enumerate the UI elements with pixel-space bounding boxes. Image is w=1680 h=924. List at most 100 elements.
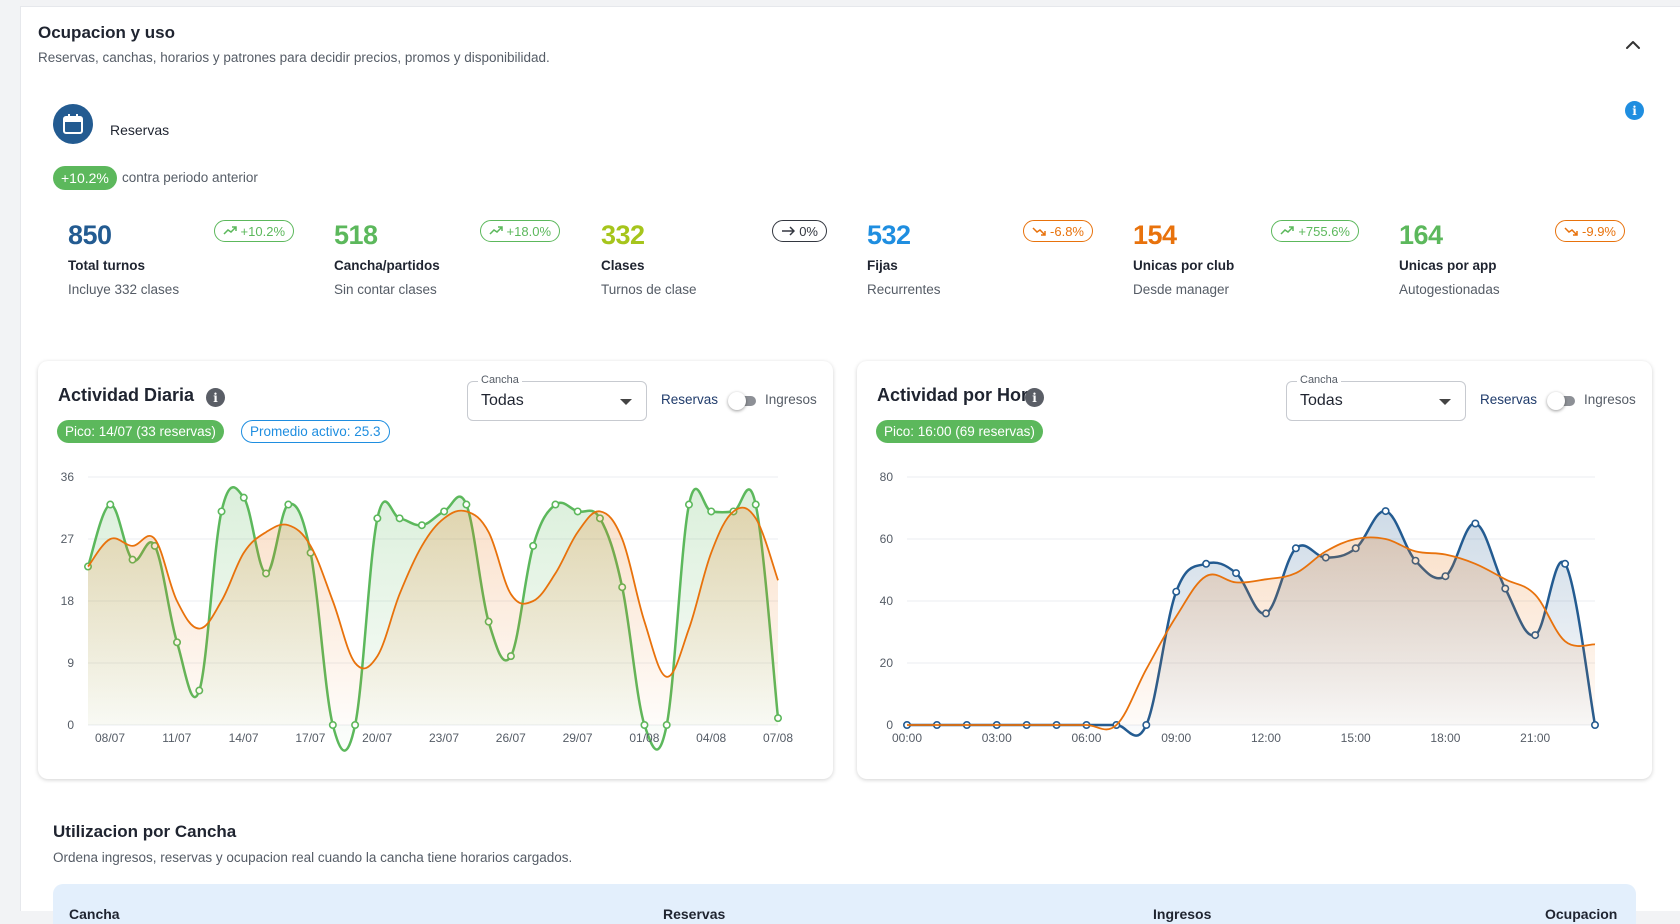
y-tick-label: 27: [61, 532, 75, 546]
y-tick-label: 20: [880, 656, 894, 670]
data-point: [1381, 507, 1390, 516]
kpi-change-badge: +755.6%: [1271, 220, 1359, 242]
utilization-table-header: Cancha Reservas Ingresos Ocupacion: [53, 884, 1636, 924]
y-tick-label: 40: [880, 594, 894, 608]
kpi-change-value: -9.9%: [1582, 223, 1616, 239]
kpi-sublabel: Desde manager: [1133, 282, 1230, 297]
chevron-up-icon[interactable]: [1623, 35, 1643, 55]
data-point: [707, 507, 716, 516]
kpi-value: 164: [1399, 220, 1443, 250]
trend-up-icon: [223, 226, 237, 236]
hourly-toggle-ingresos[interactable]: Ingresos: [1584, 392, 1636, 407]
kpi-change-badge: +10.2%: [213, 220, 294, 242]
y-tick-label: 0: [886, 718, 893, 732]
trend-down-icon: [1564, 226, 1578, 236]
x-tick-label: 21:00: [1520, 731, 1550, 745]
data-point: [395, 514, 404, 523]
daily-info-icon[interactable]: i: [206, 388, 225, 407]
x-tick-label: 08/07: [95, 731, 125, 745]
daily-toggle-reservas[interactable]: Reservas: [661, 392, 719, 407]
kpi-label: Unicas por app: [1399, 258, 1497, 273]
kpi-card: 532 -6.8% Fijas Recurrentes: [867, 212, 1093, 297]
data-point: [217, 507, 226, 516]
kpi-card: 332 0% Clases Turnos de clase: [601, 212, 827, 297]
x-tick-label: 18:00: [1430, 731, 1460, 745]
occupancy-panel: Ocupacion y uso Reservas, canchas, horar…: [20, 6, 1680, 924]
chevron-down-icon: [1439, 399, 1451, 405]
y-tick-label: 80: [880, 470, 894, 484]
daily-toggle-ingresos[interactable]: Ingresos: [765, 392, 817, 407]
reservas-delta-badge: +10.2%: [53, 166, 117, 190]
x-tick-label: 11/07: [162, 731, 191, 745]
kpi-label: Clases: [601, 258, 645, 273]
column-header-ocupacion[interactable]: Ocupacion: [1545, 906, 1618, 922]
data-point: [440, 507, 449, 516]
section-subtitle: Reservas, canchas, horarios y patrones p…: [38, 50, 550, 65]
daily-cancha-select[interactable]: Cancha Todas: [467, 374, 647, 421]
hourly-select-value: Todas: [1300, 392, 1343, 409]
kpi-value: 532: [867, 220, 911, 250]
x-tick-label: 06:00: [1071, 731, 1101, 745]
y-tick-label: 18: [61, 594, 75, 608]
daily-toggle-switch[interactable]: [728, 392, 756, 410]
data-point: [684, 500, 693, 509]
hourly-activity-title: Actividad por Hora: [877, 385, 1039, 405]
column-header-ingresos[interactable]: Ingresos: [1153, 906, 1212, 922]
info-icon[interactable]: i: [1625, 101, 1644, 120]
data-point: [373, 514, 382, 523]
y-tick-label: 0: [67, 718, 74, 732]
x-tick-label: 14/07: [229, 731, 259, 745]
kpi-change-badge: -9.9%: [1555, 220, 1625, 242]
kpi-value: 154: [1133, 220, 1177, 250]
x-tick-label: 07/08: [763, 731, 793, 745]
series-line: [907, 536, 1596, 731]
kpi-label: Fijas: [867, 258, 898, 273]
series-area: [88, 507, 778, 725]
hourly-info-icon[interactable]: i: [1025, 388, 1044, 407]
kpi-change-value: 0%: [799, 223, 818, 239]
y-tick-label: 36: [61, 470, 75, 484]
x-tick-label: 29/07: [563, 731, 593, 745]
daily-peak-badge: Pico: 14/07 (33 reservas): [57, 420, 224, 443]
daily-average-badge: Promedio activo: 25.3: [241, 420, 390, 443]
data-point: [1291, 544, 1300, 553]
hourly-peak-badge: Pico: 16:00 (69 reservas): [876, 420, 1043, 443]
daily-activity-chart: 0 9 18 27 36 08/07 11/07 14/07 17/07 20/07 23/07 26…: [61, 470, 793, 752]
x-tick-label: 12:00: [1251, 731, 1281, 745]
column-header-reservas[interactable]: Reservas: [663, 906, 726, 922]
data-point: [551, 500, 560, 509]
x-tick-label: 23/07: [429, 731, 459, 745]
data-point: [1232, 569, 1241, 578]
daily-activity-title: Actividad Diaria: [58, 385, 195, 405]
kpi-change-value: +18.0%: [506, 223, 551, 239]
data-point: [751, 500, 760, 509]
x-tick-label: 17/07: [295, 731, 325, 745]
data-point: [462, 500, 471, 509]
data-point: [284, 500, 293, 509]
data-point: [1172, 587, 1181, 596]
kpi-change-badge: 0%: [772, 220, 827, 242]
daily-select-value: Todas: [481, 392, 524, 409]
series-area: [907, 537, 1595, 730]
kpi-label: Unicas por club: [1133, 258, 1235, 273]
data-point: [1202, 559, 1211, 568]
kpi-card: 518 +18.0% Cancha/partidos Sin contar clase…: [334, 212, 560, 297]
kpi-value: 332: [601, 220, 645, 250]
hourly-toggle-reservas[interactable]: Reservas: [1480, 392, 1538, 407]
hourly-toggle-switch[interactable]: [1547, 392, 1575, 410]
kpi-sublabel: Sin contar clases: [334, 282, 437, 297]
hourly-activity-chart: 0 20 40 60 80 00:00 03:00 06:00 09:00 12:00 15:00 1…: [880, 470, 1599, 745]
kpi-label: Total turnos: [68, 258, 145, 273]
data-point: [1561, 559, 1570, 568]
kpi-sublabel: Incluye 332 clases: [68, 282, 180, 297]
hourly-cancha-select[interactable]: Cancha Todas: [1286, 374, 1466, 421]
x-tick-label: 15:00: [1341, 731, 1371, 745]
kpi-card: 164 -9.9% Unicas por app Autogestionadas: [1399, 212, 1625, 297]
trend-up-icon: [1280, 226, 1295, 236]
column-header-cancha[interactable]: Cancha: [69, 906, 120, 922]
data-point: [417, 521, 426, 530]
data-point: [106, 500, 115, 509]
calendar-icon: [53, 104, 93, 144]
kpi-value: 850: [68, 220, 112, 250]
data-point: [573, 507, 582, 516]
